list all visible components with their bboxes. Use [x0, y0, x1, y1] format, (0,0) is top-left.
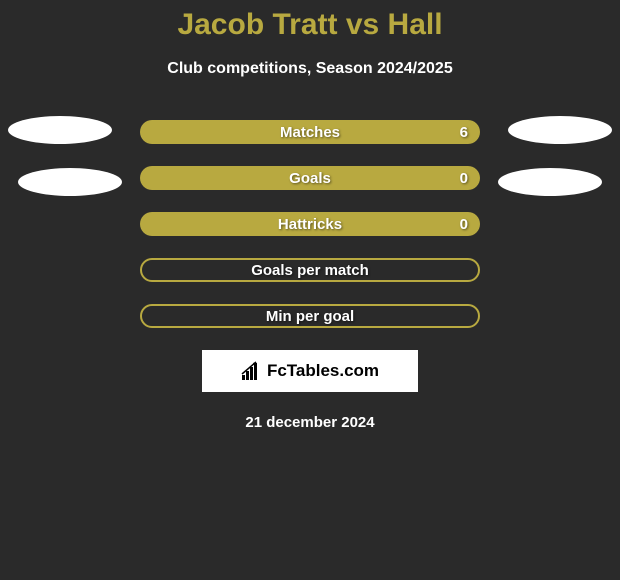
stat-label: Hattricks	[278, 216, 342, 233]
stat-value: 6	[460, 124, 468, 141]
decoration-ellipse	[8, 116, 112, 144]
stat-row-matches: Matches 6	[140, 120, 480, 144]
stat-label: Goals per match	[251, 262, 369, 279]
stats-area: Matches 6 Goals 0 Hattricks 0 Goals per …	[0, 120, 620, 328]
stat-row-min-per-goal: Min per goal	[140, 304, 480, 328]
stat-value: 0	[460, 170, 468, 187]
chart-icon	[241, 361, 261, 381]
stat-value: 0	[460, 216, 468, 233]
stat-row-goals-per-match: Goals per match	[140, 258, 480, 282]
stat-label: Goals	[289, 170, 331, 187]
stat-label: Matches	[280, 124, 340, 141]
stat-row-hattricks: Hattricks 0	[140, 212, 480, 236]
stat-label: Min per goal	[266, 308, 354, 325]
date-label: 21 december 2024	[0, 414, 620, 431]
decoration-ellipse	[508, 116, 612, 144]
logo-container: FcTables.com	[202, 350, 418, 392]
decoration-ellipse	[18, 168, 122, 196]
page-title: Jacob Tratt vs Hall	[0, 8, 620, 42]
stat-rows-container: Matches 6 Goals 0 Hattricks 0 Goals per …	[140, 120, 480, 328]
logo-content: FcTables.com	[241, 361, 379, 381]
main-container: Jacob Tratt vs Hall Club competitions, S…	[0, 0, 620, 431]
decoration-ellipse	[498, 168, 602, 196]
stat-row-goals: Goals 0	[140, 166, 480, 190]
logo-text: FcTables.com	[267, 361, 379, 381]
page-subtitle: Club competitions, Season 2024/2025	[0, 60, 620, 78]
